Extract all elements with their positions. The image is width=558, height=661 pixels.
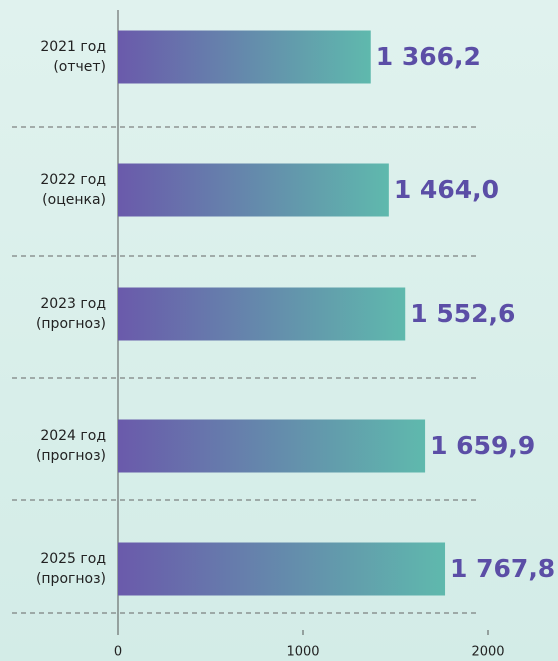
x-tick-label: 0 [114, 645, 122, 660]
category-label: 2021 год (отчет) [40, 39, 106, 75]
category-label: 2023 год (прогноз) [35, 296, 106, 332]
bar [118, 542, 446, 596]
bar [118, 30, 371, 84]
value-label: 1 552,6 [410, 299, 515, 328]
category-label: 2025 год (прогноз) [35, 551, 106, 587]
value-label: 1 464,0 [394, 175, 499, 204]
bar [118, 419, 426, 473]
bar [118, 287, 406, 341]
x-tick-label: 1000 [286, 645, 319, 660]
value-label: 1 366,2 [376, 42, 481, 71]
bar [118, 163, 389, 217]
value-label: 1 767,8 [450, 554, 555, 583]
value-label: 1 659,9 [430, 431, 535, 460]
category-label: 2022 год (оценка) [40, 172, 106, 208]
category-label: 2024 год (прогноз) [35, 428, 106, 464]
separators [12, 126, 480, 614]
x-tick-label: 2000 [471, 645, 504, 660]
